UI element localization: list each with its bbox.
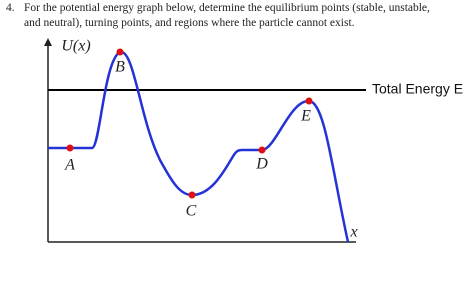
point-dot [188,191,196,199]
point-dot [305,97,313,105]
question-line: and neutral), turning points, and region… [24,17,355,29]
point-label: D [255,156,268,173]
energy-label: Total Energy E [372,81,463,97]
point-dot [66,144,74,152]
point-label: C [186,203,197,220]
point-label: B [115,59,125,76]
point-label: E [300,108,311,125]
question-number: 4. [6,2,15,14]
y-axis-arrow [44,38,52,46]
point-dot [116,48,124,56]
y-axis-label: U(x) [61,38,90,55]
point-label: A [64,157,75,174]
points [66,48,313,199]
question-line: For the potential energy graph below, de… [24,2,430,14]
point-dot [258,146,266,154]
x-axis-label: x [349,224,357,241]
potential-curve [48,50,350,243]
